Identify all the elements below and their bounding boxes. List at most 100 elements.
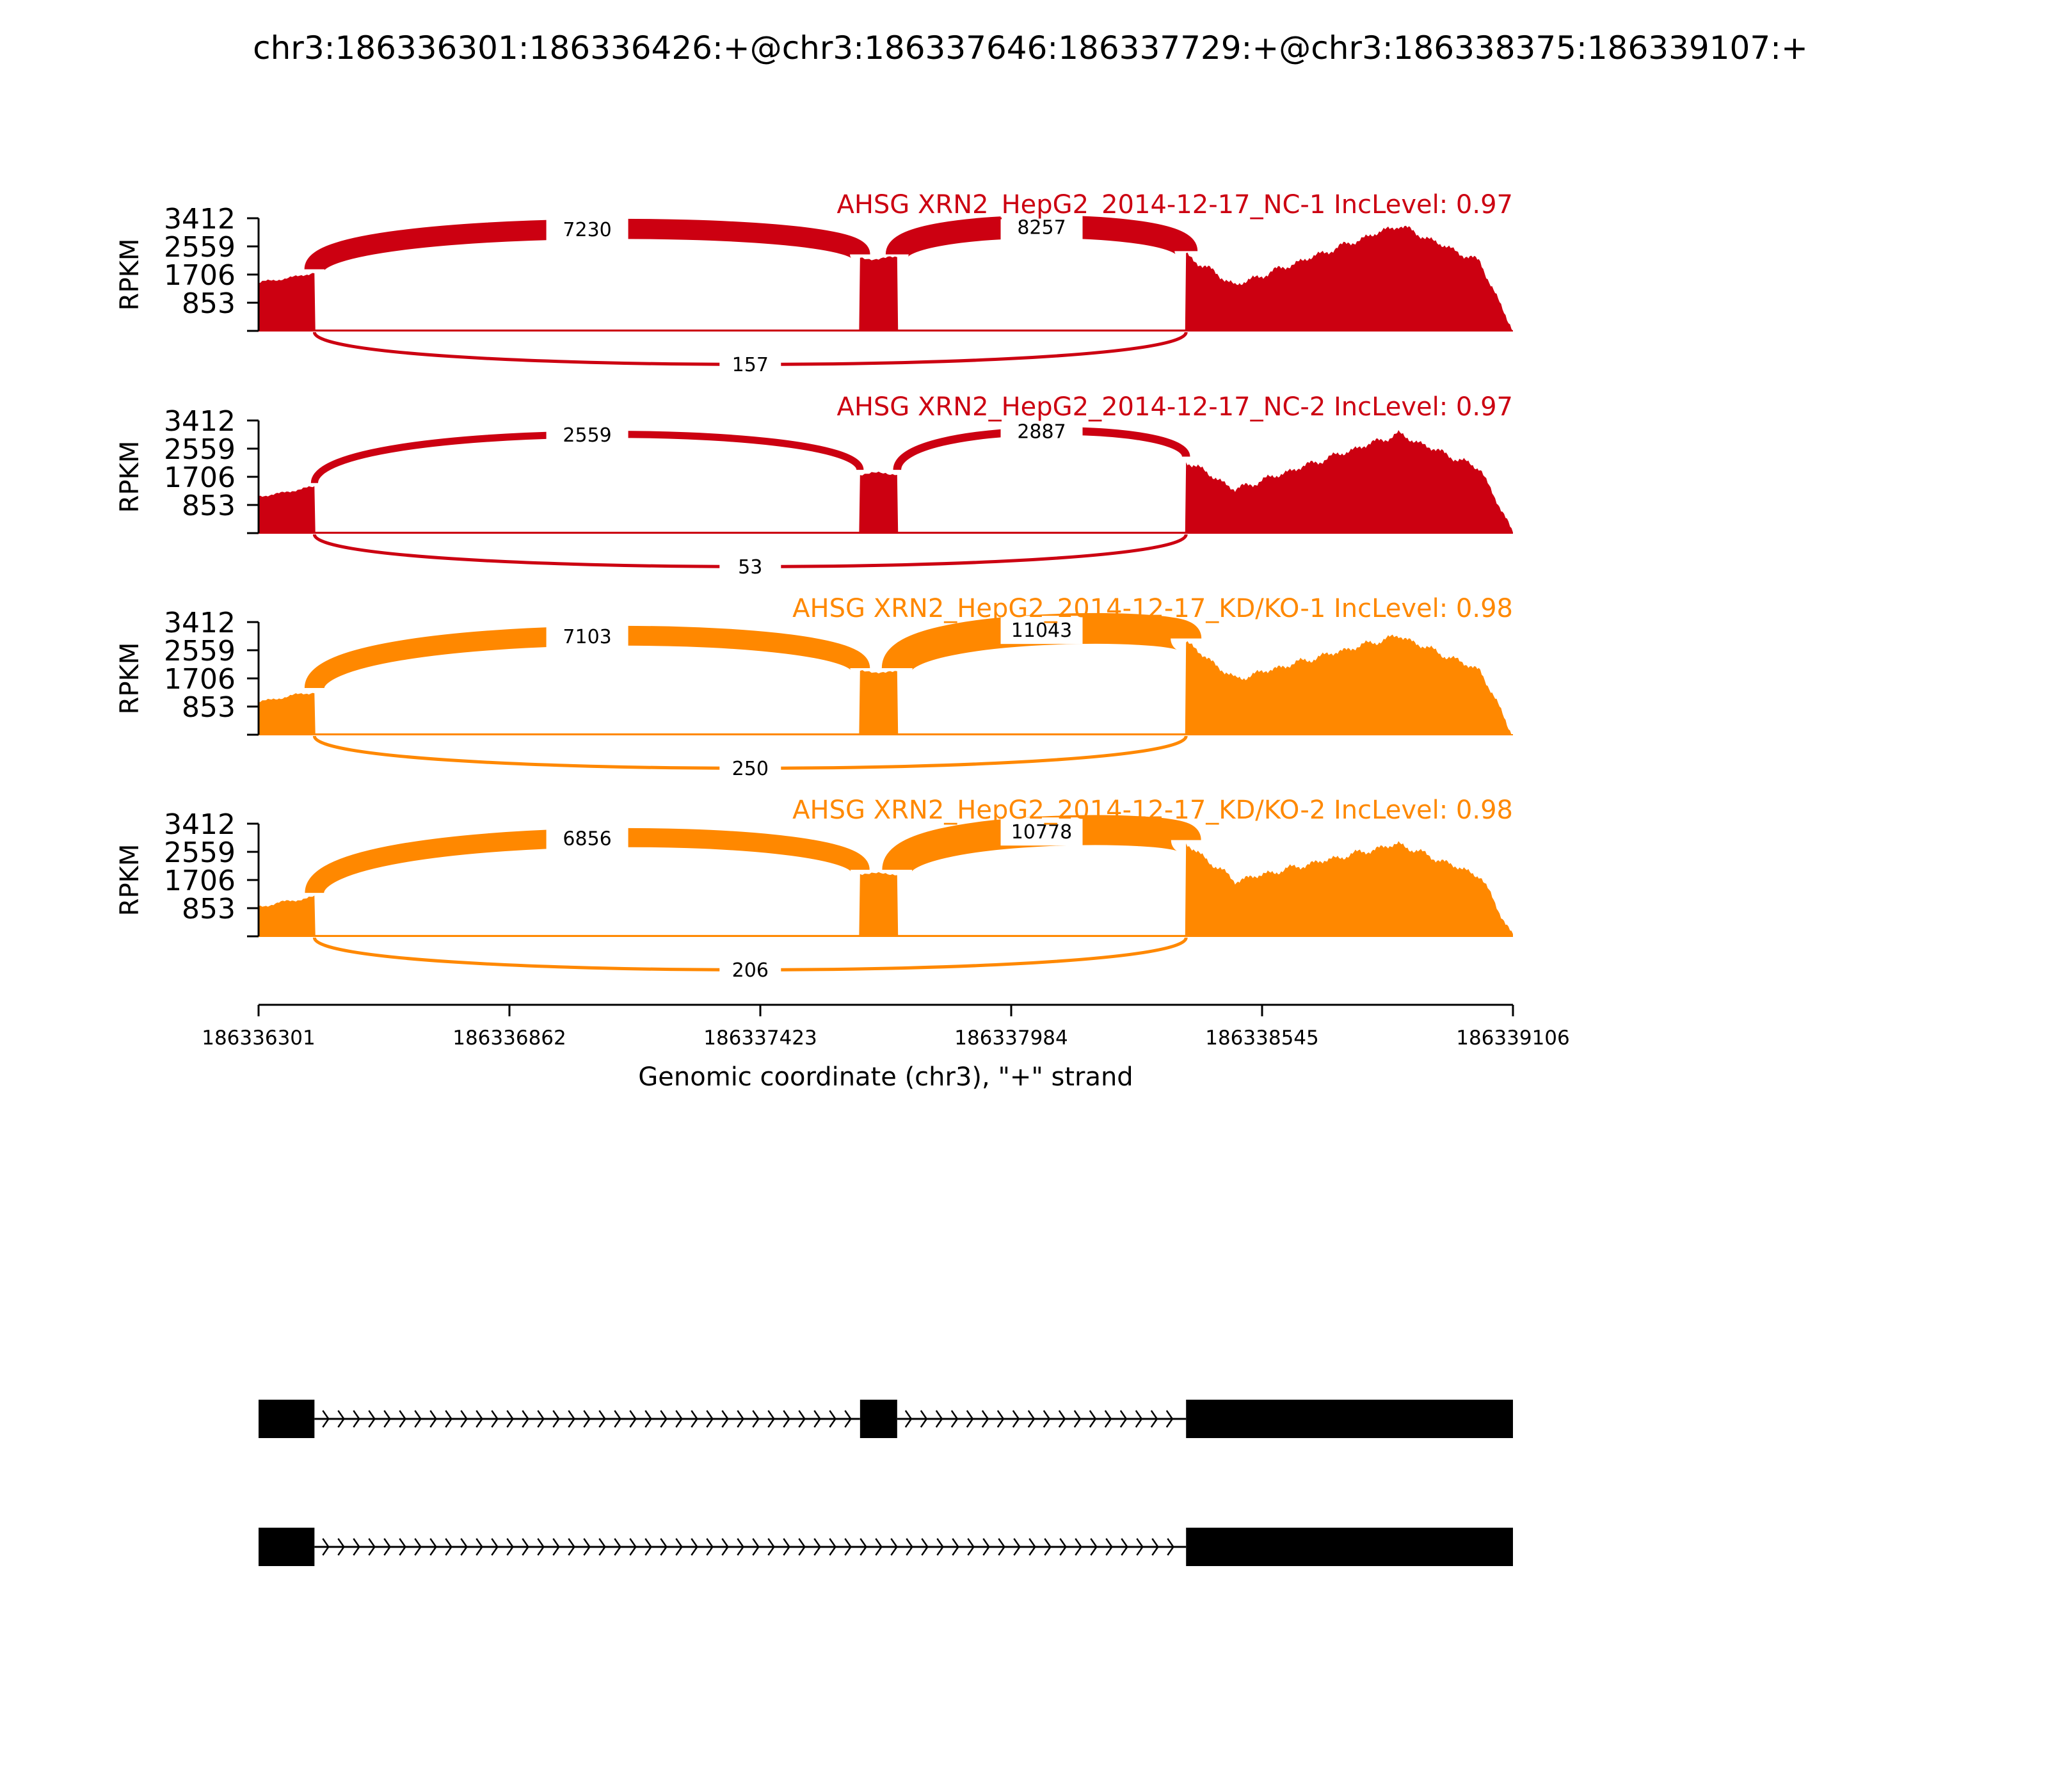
y-tick-label: 853 [182, 287, 236, 320]
x-tick-label: 186338545 [1205, 1027, 1319, 1050]
strand-arrow [691, 1410, 698, 1428]
strand-arrow [767, 1538, 775, 1556]
y-tick-label: 2559 [164, 836, 236, 869]
strand-arrow [935, 1410, 943, 1428]
strand-arrow [614, 1538, 621, 1556]
figure-title: chr3:186336301:186336426:+@chr3:18633764… [253, 29, 1808, 67]
strand-arrow [844, 1410, 852, 1428]
strand-arrow [1150, 1410, 1158, 1428]
strand-arrow [1135, 1410, 1143, 1428]
strand-arrow [1105, 1538, 1113, 1556]
strand-arrow [414, 1410, 422, 1428]
junction-count-label: 206 [732, 959, 769, 982]
strand-arrow [629, 1538, 637, 1556]
strand-arrow [952, 1538, 959, 1556]
strand-arrow [675, 1410, 683, 1428]
y-tick-label: 3412 [164, 203, 236, 236]
y-axis-label: RPKM [115, 239, 145, 311]
strand-arrow [783, 1538, 790, 1556]
coverage-area [259, 634, 1513, 735]
junction-count-bg [1000, 817, 1083, 846]
junction-count-label: 11043 [1011, 620, 1072, 642]
junction-count-label: 7230 [563, 219, 611, 241]
y-tick-label: 3412 [164, 405, 236, 438]
strand-arrow [399, 1538, 406, 1556]
strand-arrow [322, 1538, 330, 1556]
strand-arrow [875, 1538, 883, 1556]
strand-arrow [568, 1538, 575, 1556]
strand-arrow [1059, 1538, 1067, 1556]
strand-arrow [1027, 1410, 1036, 1428]
strand-arrow [1058, 1410, 1066, 1428]
strand-arrow [337, 1538, 345, 1556]
strand-arrow [829, 1410, 836, 1428]
y-tick-label: 853 [182, 691, 236, 724]
strand-arrow [982, 1538, 990, 1556]
sample-title: AHSG XRN2_HepG2_2014-12-17_NC-2 IncLevel… [836, 392, 1513, 422]
y-tick-label: 1706 [164, 461, 236, 494]
strand-arrow [644, 1410, 652, 1428]
strand-arrow [904, 1410, 913, 1428]
strand-arrow [537, 1410, 545, 1428]
sample-title: AHSG XRN2_HepG2_2014-12-17_KD/KO-2 IncLe… [792, 796, 1513, 825]
junction-count-bg [719, 957, 781, 982]
strand-arrow [813, 1538, 821, 1556]
isoform-track [259, 1528, 1513, 1566]
strand-arrow [368, 1410, 376, 1428]
junction-count-bg [546, 824, 628, 852]
strand-arrow [1089, 1410, 1097, 1428]
strand-arrow [906, 1538, 913, 1556]
junction-count-label: 250 [732, 758, 769, 780]
strand-arrow [844, 1538, 852, 1556]
strand-arrow [506, 1410, 514, 1428]
y-tick-label: 853 [182, 893, 236, 925]
strand-arrow [491, 1538, 499, 1556]
strand-arrow [798, 1538, 806, 1556]
strand-arrow [1165, 1410, 1174, 1428]
strand-arrow [721, 1410, 729, 1428]
strand-arrow [322, 1410, 330, 1428]
x-tick-label: 186336301 [202, 1027, 316, 1050]
strand-arrow [644, 1538, 652, 1556]
strand-arrow [706, 1538, 714, 1556]
y-tick-label: 1706 [164, 259, 236, 292]
strand-arrow [353, 1410, 360, 1428]
strand-arrow [737, 1410, 744, 1428]
coverage-area [259, 225, 1513, 331]
strand-arrow [1136, 1538, 1144, 1556]
strand-arrow [383, 1410, 391, 1428]
exon-block [259, 1528, 315, 1566]
y-tick-label: 3412 [164, 808, 236, 841]
y-axis-label: RPKM [115, 643, 145, 715]
strand-arrow [1104, 1410, 1112, 1428]
strand-arrow [936, 1538, 944, 1556]
strand-arrow [660, 1538, 668, 1556]
strand-arrow [996, 1410, 1005, 1428]
strand-arrow [1028, 1538, 1036, 1556]
coverage-area [259, 841, 1513, 936]
x-tick-label: 186339106 [1456, 1027, 1570, 1050]
strand-arrow [966, 1410, 974, 1428]
y-axis-label: RPKM [115, 844, 145, 916]
strand-arrow [445, 1410, 452, 1428]
strand-arrow [1043, 1410, 1051, 1428]
strand-arrow [522, 1410, 529, 1428]
junction-count-label: 6856 [563, 828, 611, 851]
strand-arrow [383, 1538, 391, 1556]
isoform-tracks [259, 1400, 1513, 1566]
strand-arrow [1012, 1410, 1020, 1428]
sample-title: AHSG XRN2_HepG2_2014-12-17_NC-1 IncLevel… [836, 190, 1513, 220]
strand-arrow [1073, 1410, 1082, 1428]
strand-arrow [1013, 1538, 1021, 1556]
strand-arrow [337, 1410, 345, 1428]
strand-arrow [598, 1410, 606, 1428]
strand-arrow [950, 1410, 959, 1428]
strand-arrow [706, 1410, 714, 1428]
strand-arrow [629, 1410, 637, 1428]
junction-count-bg [546, 621, 628, 650]
strand-arrow [1167, 1538, 1174, 1556]
y-tick-label: 2559 [164, 231, 236, 264]
